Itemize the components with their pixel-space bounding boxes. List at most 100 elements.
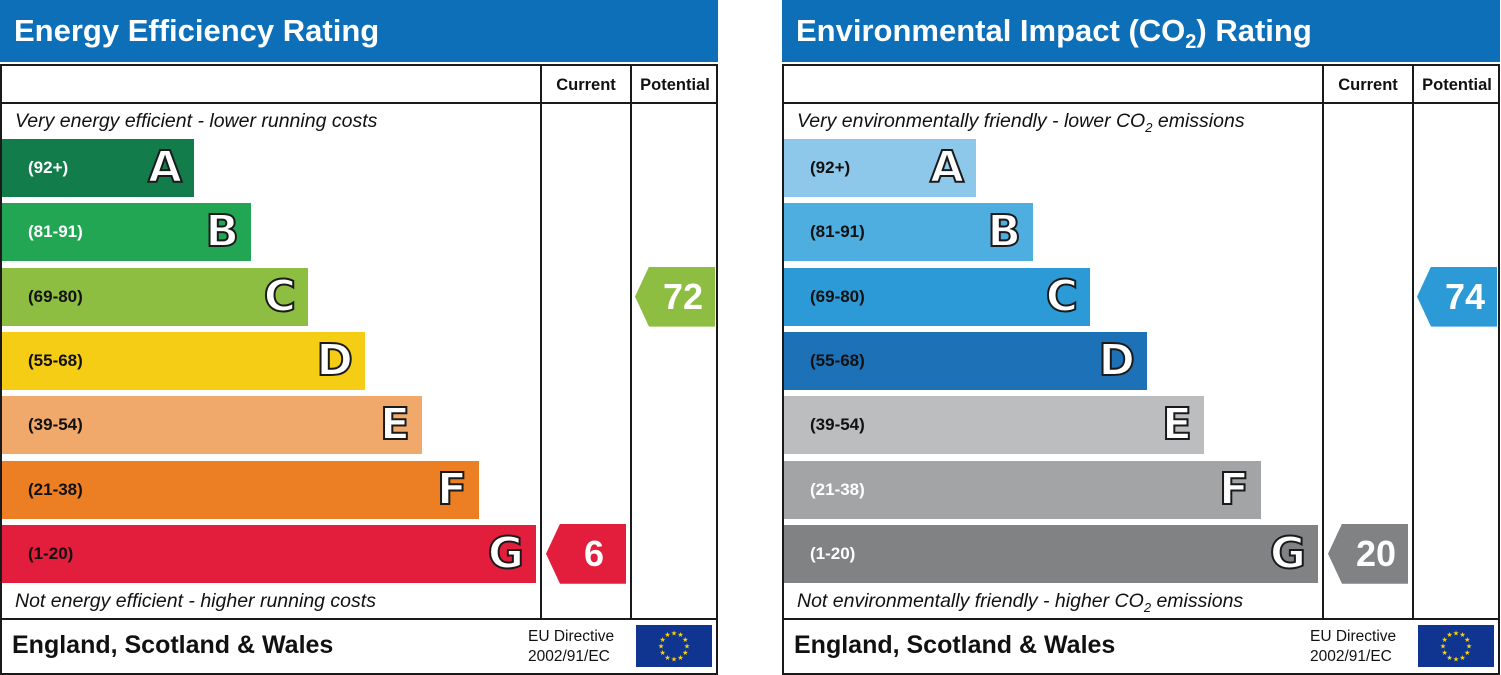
band-letter: E (379, 398, 411, 451)
environmental-impact-panel: Environmental Impact (CO2) Rating Curren… (782, 0, 1500, 675)
environment-bottom-note-text: Not environmentally friendly - higher CO (797, 590, 1144, 612)
band-range-label: (92+) (810, 158, 851, 177)
environment-top-note-subscript: 2 (1145, 119, 1153, 135)
environment-potential-header: Potential (1422, 76, 1492, 94)
environment-eu-directive-line2: 2002/91/EC (1310, 648, 1392, 665)
band-letter: G (1269, 527, 1307, 580)
eu-star-icon: ★ (1440, 643, 1446, 651)
eu-star-icon: ★ (658, 643, 664, 651)
environment-current-divider (1322, 66, 1324, 618)
eu-star-icon: ★ (664, 654, 670, 662)
energy-footer-country: England, Scotland & Wales (12, 631, 334, 659)
band-range-label: (21-38) (810, 479, 865, 499)
energy-current-value: 6 (583, 532, 605, 574)
environment-potential-rating-arrow: 74 (1417, 266, 1497, 327)
energy-eu-directive-line1: EU Directive (528, 628, 615, 645)
environment-current-header: Current (1338, 76, 1398, 94)
environment-title-text: Environmental Impact (CO (796, 13, 1186, 48)
environment-eu-directive: EU Directive 2002/91/EC (1310, 627, 1396, 667)
eu-star-icon: ★ (1442, 649, 1448, 657)
energy-panel-title: Energy Efficiency Rating (0, 0, 718, 62)
band-range-label: (55-68) (810, 350, 865, 370)
environment-bottom-note: Not environmentally friendly - higher CO… (797, 590, 1243, 615)
eu-star-icon: ★ (671, 656, 677, 664)
band-range-label: (21-38) (28, 479, 83, 499)
energy-band-e: (39-54) E (2, 396, 422, 455)
eu-star-icon: ★ (1446, 631, 1452, 639)
environment-band-a: (92+) A (784, 139, 976, 197)
environment-band-d: (55-68) D (784, 331, 1147, 390)
band-range-label: (39-54) (810, 415, 865, 435)
environment-title-end: ) Rating (1196, 13, 1312, 48)
band-letter: D (1097, 334, 1136, 387)
environment-top-note-text: Very environmentally friendly - lower CO (797, 110, 1146, 132)
environment-footer-divider (784, 618, 1498, 620)
environment-eu-directive-line1: EU Directive (1310, 628, 1397, 645)
environment-title-subscript: 2 (1185, 31, 1197, 54)
energy-efficiency-panel: Energy Efficiency Rating Current Potenti… (0, 0, 718, 675)
eu-star-icon: ★ (660, 636, 666, 644)
band-range-label: (1-20) (28, 543, 74, 563)
energy-potential-header: Potential (640, 76, 710, 94)
eu-star-icon: ★ (682, 649, 688, 657)
environment-header-divider (784, 102, 1498, 104)
energy-header-divider (2, 102, 716, 104)
environment-band-e: (39-54) E (784, 396, 1204, 455)
band-letter: C (263, 270, 297, 323)
energy-bottom-note: Not energy efficient - higher running co… (15, 590, 376, 612)
eu-star-icon: ★ (1446, 654, 1452, 662)
eu-star-icon: ★ (664, 631, 670, 639)
eu-star-icon: ★ (1464, 649, 1470, 657)
band-range-label: (39-54) (28, 415, 83, 435)
eu-star-icon: ★ (677, 631, 683, 639)
eu-star-icon: ★ (1459, 631, 1465, 639)
environment-band-c: (69-80) C (784, 267, 1090, 326)
band-range-label: (81-91) (810, 222, 865, 242)
eu-star-icon: ★ (1464, 636, 1470, 644)
energy-band-b: (81-91) B (2, 203, 251, 262)
band-range-label: (55-68) (28, 350, 83, 370)
energy-potential-divider (630, 66, 632, 618)
eu-star-icon: ★ (1453, 630, 1459, 638)
environment-footer-country: England, Scotland & Wales (794, 631, 1116, 659)
environment-band-g: (1-20) G (784, 524, 1318, 583)
environment-bottom-note-end: emissions (1151, 590, 1244, 612)
environment-potential-divider (1412, 66, 1414, 618)
band-letter: A (147, 141, 183, 194)
eu-star-icon: ★ (1453, 656, 1459, 664)
energy-potential-value: 72 (662, 275, 704, 317)
environment-potential-value: 74 (1444, 275, 1486, 317)
energy-chart-frame: Current Potential Very energy efficient … (0, 64, 718, 675)
environment-band-f: (21-38) F (784, 460, 1261, 519)
energy-band-c: (69-80) C (2, 267, 308, 326)
eu-star-icon: ★ (682, 636, 688, 644)
band-letter: G (487, 527, 525, 580)
eu-star-icon: ★ (684, 643, 690, 651)
energy-current-header: Current (556, 76, 616, 94)
environment-current-rating-arrow: 20 (1328, 523, 1408, 584)
environment-band-b: (81-91) B (784, 203, 1033, 262)
band-range-label: (92+) (28, 158, 69, 177)
band-range-label: (1-20) (810, 543, 856, 563)
energy-top-note: Very energy efficient - lower running co… (15, 110, 378, 132)
eu-star-icon: ★ (677, 654, 683, 662)
band-letter: B (986, 205, 1022, 258)
band-range-label: (69-80) (28, 286, 83, 306)
band-letter: A (929, 141, 965, 194)
eu-star-icon: ★ (671, 630, 677, 638)
eu-flag-icon: ★ ★ ★ ★ ★ ★ ★ ★ ★ ★ ★ ★ (636, 625, 712, 667)
band-letter: F (1218, 463, 1250, 516)
energy-current-rating-arrow: 6 (546, 523, 626, 584)
energy-eu-directive: EU Directive 2002/91/EC (528, 627, 614, 667)
band-range-label: (81-91) (28, 222, 83, 242)
energy-current-divider (540, 66, 542, 618)
energy-band-a: (92+) A (2, 139, 194, 197)
eu-star-icon: ★ (1459, 654, 1465, 662)
band-letter: B (204, 205, 240, 258)
environment-panel-title: Environmental Impact (CO2) Rating (782, 0, 1500, 62)
eu-star-icon: ★ (1442, 636, 1448, 644)
energy-title-text: Energy Efficiency Rating (14, 13, 380, 48)
band-letter: D (315, 334, 354, 387)
band-range-label: (69-80) (810, 286, 865, 306)
eu-star-icon: ★ (1466, 643, 1472, 651)
